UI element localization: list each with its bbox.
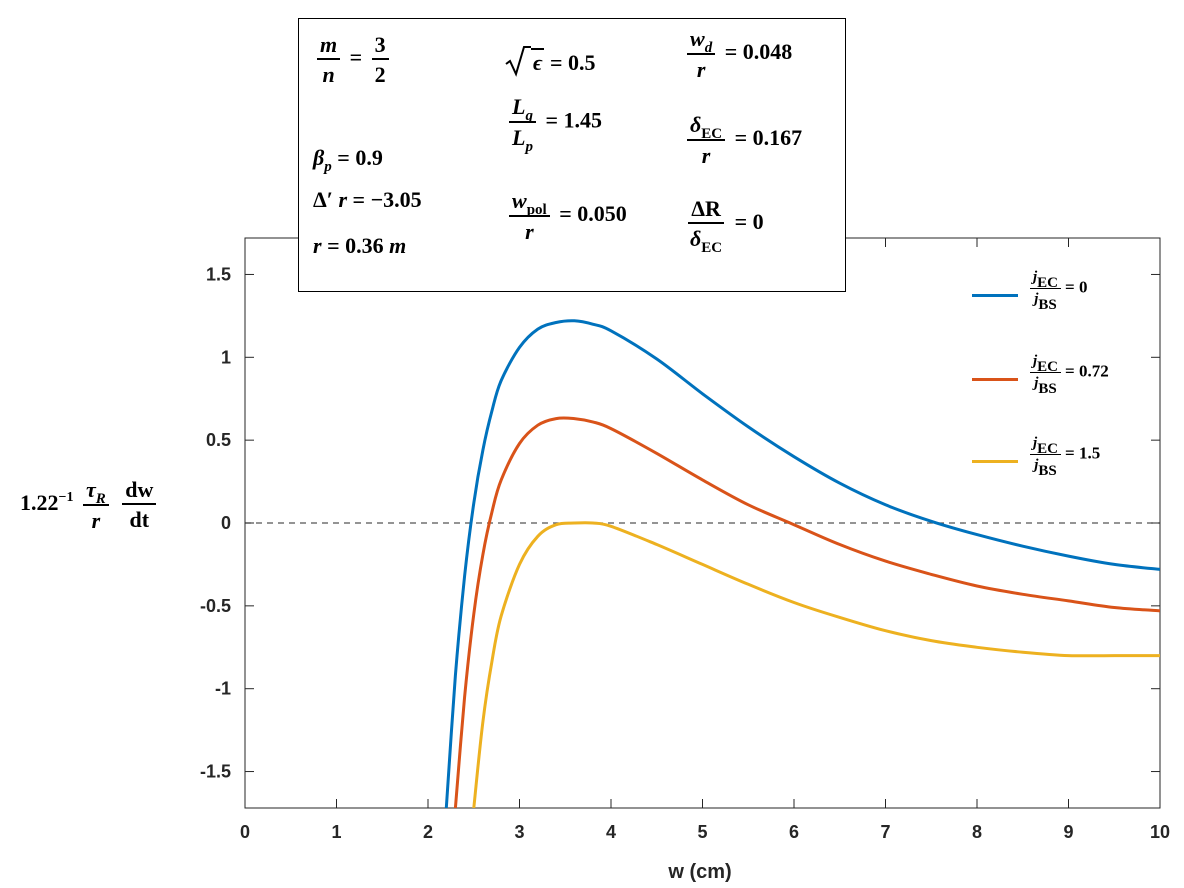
y-label-r: r bbox=[91, 507, 101, 533]
y-axis-label: 1.22−1 τR r dw dt bbox=[20, 478, 160, 532]
x-tick-label: 4 bbox=[606, 822, 616, 842]
param-delta-r: ΔR δEC = 0 bbox=[688, 196, 764, 257]
x-tick-label: 5 bbox=[697, 822, 707, 842]
param-epsilon: ϵ = 0.5 bbox=[505, 45, 596, 77]
axes bbox=[244, 237, 1161, 809]
series-lines bbox=[444, 319, 1160, 808]
y-tick-label: 0.5 bbox=[206, 430, 231, 450]
x-tick-label: 10 bbox=[1150, 822, 1170, 842]
x-tick-label: 2 bbox=[423, 822, 433, 842]
y-tick-label: -0.5 bbox=[200, 596, 231, 616]
x-tick-label: 8 bbox=[972, 822, 982, 842]
param-wd: wd r = 0.048 bbox=[683, 27, 792, 81]
x-tick-label: 3 bbox=[514, 822, 524, 842]
x-tick-label: 1 bbox=[331, 822, 341, 842]
legend-swatch-1 bbox=[972, 378, 1018, 381]
param-beta: βp = 0.9 bbox=[313, 145, 383, 175]
series-line-0 bbox=[444, 319, 1160, 808]
param-delta-prime: Δ′ r = −3.05 bbox=[313, 187, 422, 212]
x-tick-label: 6 bbox=[789, 822, 799, 842]
x-tick-label: 9 bbox=[1063, 822, 1073, 842]
y-tick-label: -1.5 bbox=[200, 762, 231, 782]
y-label-frac-tau: τR r bbox=[82, 477, 109, 533]
param-r: r = 0.36 m bbox=[313, 233, 407, 258]
legend-entry-1: jEC jBS = 0.72 bbox=[1026, 353, 1109, 397]
series-line-2 bbox=[472, 521, 1160, 808]
x-axis-label: w (cm) bbox=[667, 861, 731, 883]
y-label-dt: dt bbox=[129, 507, 150, 533]
y-label-tau-sub: R bbox=[95, 491, 106, 507]
x-tick-label: 7 bbox=[880, 822, 890, 842]
x-tick-label: 0 bbox=[240, 822, 250, 842]
y-tick-label: 0 bbox=[221, 513, 231, 533]
param-delta-ec: δEC r = 0.167 bbox=[683, 113, 802, 167]
y-label-frac-dwdt: dw dt bbox=[122, 478, 157, 533]
legend-entry-2: jEC jBS = 1.5 bbox=[1026, 435, 1100, 479]
y-tick-label: -1 bbox=[215, 679, 231, 699]
param-lq-lp: Lq Lp = 1.45 bbox=[505, 95, 602, 155]
legend-entry-0: jEC jBS = 0 bbox=[1026, 269, 1087, 313]
legend-swatch-0 bbox=[972, 294, 1018, 297]
legend-swatch-2 bbox=[972, 460, 1018, 463]
param-wpol: wpol r = 0.050 bbox=[505, 189, 627, 243]
y-tick-label: 1.5 bbox=[206, 264, 231, 284]
series-line-1 bbox=[453, 416, 1160, 808]
y-tick-label: 1 bbox=[221, 347, 231, 367]
y-label-tau: τ bbox=[85, 477, 96, 502]
y-label-exponent: −1 bbox=[58, 489, 74, 505]
sqrt-icon bbox=[505, 46, 531, 77]
ticks: 0 1 2 3 4 5 6 7 8 9 10 -1.5 -1 -0.5 0 0.5 1 1.5 bbox=[200, 238, 1170, 842]
y-label-prefix: 1.22 bbox=[20, 489, 59, 515]
y-label-dw: dw bbox=[122, 478, 157, 506]
